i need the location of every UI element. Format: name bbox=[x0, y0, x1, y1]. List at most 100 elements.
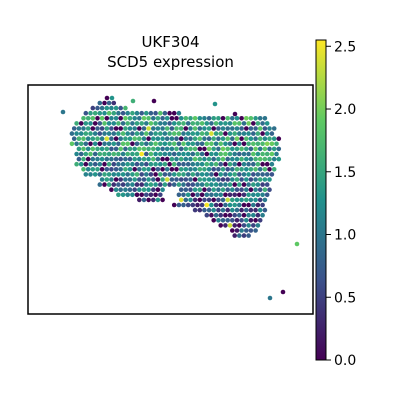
expression-spot bbox=[106, 121, 112, 126]
expression-spot bbox=[192, 197, 198, 203]
expression-spot bbox=[167, 121, 172, 126]
expression-spot bbox=[255, 212, 261, 218]
expression-spot bbox=[195, 172, 200, 177]
expression-spot bbox=[206, 167, 212, 172]
expression-spot bbox=[146, 116, 151, 121]
expression-spot bbox=[171, 161, 177, 167]
expression-spot bbox=[237, 141, 242, 147]
expression-spot bbox=[160, 136, 165, 141]
expression-spot bbox=[125, 161, 130, 167]
expression-spot bbox=[118, 136, 123, 141]
expression-spot bbox=[130, 172, 135, 177]
expression-spot bbox=[237, 151, 242, 157]
expression-spot bbox=[227, 172, 233, 177]
expression-spot bbox=[248, 218, 254, 223]
expression-spot bbox=[185, 121, 191, 126]
colorbar-tick-label: 0.0 bbox=[334, 353, 356, 369]
expression-spot bbox=[137, 146, 142, 152]
expression-spot bbox=[158, 131, 163, 136]
expression-spot bbox=[209, 151, 214, 157]
expression-spot bbox=[227, 202, 233, 208]
expression-spot bbox=[237, 172, 242, 177]
expression-spot bbox=[116, 161, 121, 167]
expression-spot bbox=[162, 151, 168, 157]
expression-spot bbox=[227, 212, 233, 218]
expression-spot bbox=[213, 182, 219, 187]
expression-spot bbox=[158, 141, 163, 147]
expression-spot bbox=[171, 182, 177, 187]
expression-spot bbox=[234, 207, 240, 213]
expression-spot bbox=[206, 156, 212, 162]
expression-spot bbox=[271, 146, 277, 152]
expression-spot bbox=[225, 126, 230, 131]
expression-spot bbox=[264, 182, 270, 187]
expression-spot bbox=[218, 141, 223, 147]
expression-spot bbox=[264, 192, 270, 198]
expression-spot bbox=[127, 126, 133, 131]
expression-spot bbox=[220, 136, 226, 141]
expression-spot bbox=[204, 121, 210, 126]
expression-spot bbox=[230, 116, 235, 121]
expression-spot bbox=[230, 197, 235, 203]
expression-spot bbox=[78, 131, 84, 136]
expression-spot bbox=[153, 161, 158, 167]
expression-spot bbox=[176, 161, 182, 167]
expression-spot bbox=[223, 141, 228, 147]
expression-spot bbox=[209, 182, 214, 187]
expression-spot bbox=[195, 131, 200, 136]
expression-spot bbox=[127, 136, 133, 141]
expression-spot bbox=[271, 126, 277, 131]
expression-spot bbox=[118, 177, 123, 182]
expression-spot bbox=[83, 151, 89, 157]
expression-spot bbox=[92, 131, 98, 136]
expression-spot bbox=[260, 172, 265, 177]
expression-spot bbox=[185, 192, 191, 198]
expression-spot bbox=[171, 172, 177, 177]
expression-spot bbox=[164, 126, 170, 131]
expression-spot bbox=[164, 146, 170, 152]
expression-spot bbox=[146, 136, 151, 141]
expression-spot bbox=[104, 136, 110, 141]
expression-spot bbox=[167, 161, 172, 167]
expression-spot bbox=[176, 172, 182, 177]
expression-spot bbox=[99, 105, 105, 111]
expression-spot bbox=[106, 151, 112, 157]
expression-spot bbox=[160, 156, 165, 162]
expression-spot bbox=[97, 172, 103, 177]
expression-spot bbox=[99, 156, 105, 162]
expression-spot bbox=[220, 218, 226, 223]
expression-spot bbox=[174, 116, 179, 121]
expression-spot bbox=[132, 167, 137, 172]
colorbar-tick-label: 1.0 bbox=[334, 228, 356, 244]
expression-spot bbox=[174, 136, 179, 141]
expression-spot bbox=[104, 116, 110, 121]
expression-spot bbox=[232, 182, 237, 187]
expression-spot bbox=[248, 187, 254, 192]
expression-spot bbox=[102, 121, 107, 126]
expression-spot bbox=[178, 197, 184, 203]
expression-spot bbox=[202, 126, 207, 131]
expression-spot bbox=[102, 172, 107, 177]
expression-spot bbox=[127, 177, 133, 182]
expression-spot bbox=[255, 172, 261, 177]
expression-spot bbox=[137, 177, 142, 182]
expression-spot bbox=[248, 207, 254, 213]
expression-spot bbox=[237, 161, 242, 167]
expression-spot bbox=[139, 131, 144, 136]
expression-spot bbox=[71, 126, 77, 131]
expression-spot bbox=[169, 167, 175, 172]
expression-spot bbox=[137, 126, 142, 131]
expression-spot bbox=[95, 105, 100, 111]
expression-spot bbox=[216, 218, 221, 223]
expression-spot bbox=[83, 131, 89, 136]
expression-spot bbox=[234, 136, 240, 141]
expression-spot bbox=[234, 197, 240, 203]
expression-spot bbox=[253, 156, 258, 162]
expression-spot bbox=[239, 146, 244, 152]
expression-spot bbox=[171, 151, 177, 157]
expression-spot bbox=[227, 223, 233, 228]
expression-spot bbox=[246, 223, 251, 228]
expression-spot bbox=[169, 146, 175, 152]
expression-spot bbox=[199, 182, 205, 187]
